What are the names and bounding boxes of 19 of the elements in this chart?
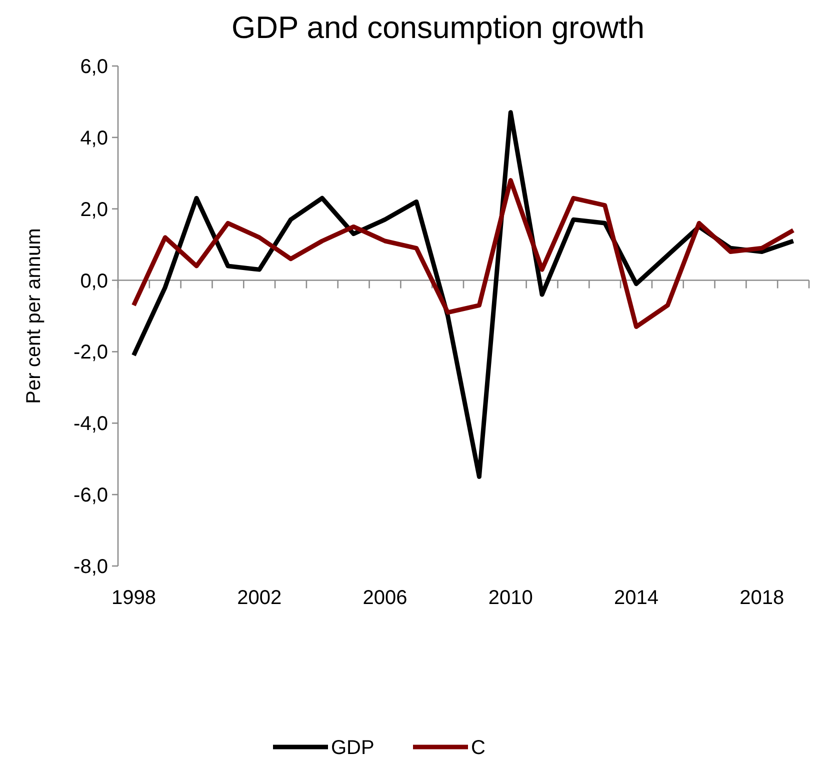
y-tick-label: 6,0 (80, 56, 108, 78)
x-tick-label: 2002 (237, 587, 282, 609)
line-series (131, 178, 796, 329)
x-tick-label: 2014 (614, 587, 658, 609)
y-tick-label: 4,0 (80, 127, 108, 150)
y-tick-label: -8,0 (74, 556, 108, 578)
x-tick-label: 2006 (362, 587, 408, 609)
chart-title: GDP and consumption growth (232, 10, 644, 45)
x-tick-label: 2018 (740, 587, 784, 609)
y-tick-label: -2,0 (74, 342, 108, 364)
x-tick-label: 2010 (488, 587, 533, 609)
y-tick-label: 0,0 (80, 270, 108, 292)
y-tick-label: 2,0 (80, 198, 108, 221)
legend-label: C (471, 737, 486, 759)
legend-label: GDP (331, 737, 374, 759)
y-tick-label: -4,0 (74, 413, 108, 436)
y-tick-label: -6,0 (74, 484, 108, 507)
x-tick-label: 1998 (111, 587, 156, 609)
y-axis-title: Per cent per annum (23, 228, 45, 404)
